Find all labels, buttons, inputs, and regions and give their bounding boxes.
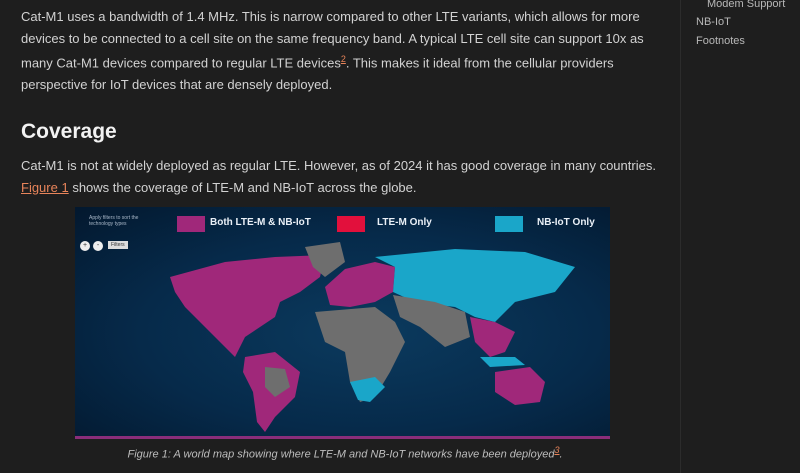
figure-1-link[interactable]: Figure 1 [21,179,69,195]
paragraph-text: . This makes it ideal from the cellular … [21,55,614,92]
legend-swatch-nbiot [495,216,523,232]
filter-instructions: Apply filters to sort the technology typ… [89,215,139,227]
section-heading-coverage: Coverage [21,120,117,143]
article: Cat-M1 uses a bandwidth of 1.4 MHz. This… [21,6,671,461]
caption-end: . [559,448,563,461]
zoom-out-button[interactable]: - [93,241,103,251]
caption-text: Figure 1: A world map showing where LTE-… [127,448,555,461]
filters-button[interactable]: Filters [108,241,128,249]
map-south-asia [470,317,515,357]
paragraph-text: Cat-M1 is not at widely deployed as regu… [21,158,656,173]
table-of-contents: Modem Support NB-IoT Footnotes [680,0,800,473]
map-south-africa [350,377,385,402]
figure-caption: Figure 1: A world map showing where LTE-… [0,445,690,461]
legend-label-both: Both LTE-M & NB-IoT [210,217,311,228]
toc-item-footnotes[interactable]: Footnotes [696,35,745,47]
map-europe [325,262,395,307]
paragraph-text: Cat-M1 uses a bandwidth of 1.4 MHz. This… [21,9,644,71]
map-asia-nbiot [375,249,575,322]
map-north-america [170,255,325,357]
legend-swatch-ltem [337,216,365,232]
map-greenland [305,242,345,277]
map-africa [315,307,405,402]
map-australia [495,367,545,405]
coverage-map-figure: Apply filters to sort the technology typ… [75,207,610,439]
toc-item-modem-support[interactable]: Modem Support [707,0,786,10]
world-map [170,242,575,432]
paragraph-bandwidth: Cat-M1 uses a bandwidth of 1.4 MHz. This… [21,6,671,95]
paragraph-coverage: Cat-M1 is not at widely deployed as regu… [21,155,671,198]
map-south-america-gray [265,367,290,397]
toc-item-nb-iot[interactable]: NB-IoT [696,16,731,28]
map-asia-gray [393,295,470,347]
legend-swatch-both [177,216,205,232]
legend-label-ltem: LTE-M Only [377,217,432,228]
footnote-3-link[interactable]: 3 [554,445,560,455]
footnote-2-link[interactable]: 2 [340,54,346,64]
zoom-in-button[interactable]: + [80,241,90,251]
map-indonesia [480,357,525,367]
paragraph-text: shows the coverage of LTE-M and NB-IoT a… [68,179,417,195]
legend-label-nbiot: NB-IoT Only [537,217,595,228]
